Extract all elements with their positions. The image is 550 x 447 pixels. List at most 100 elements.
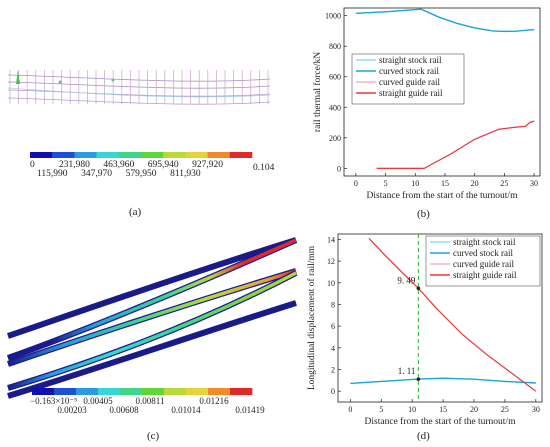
- y-tick-label: 200: [329, 134, 341, 143]
- y-tick-label: 400: [329, 103, 341, 112]
- y-axis-label: Longitudinal displacement of rail/mm: [306, 245, 317, 390]
- mesh-rail-line: [7, 81, 271, 89]
- mesh-node: [111, 78, 115, 82]
- scale-color-step: [164, 388, 187, 395]
- scale-color-step: [142, 388, 165, 395]
- rail-colored-band: [7, 301, 297, 398]
- caption-a: (a): [129, 206, 142, 218]
- legend-entry: straight stock rail: [453, 237, 516, 247]
- y-tick-label: 8: [331, 300, 335, 309]
- series-line-curved-stock-rail: [350, 377, 536, 385]
- y-tick-label: 600: [329, 73, 341, 82]
- scale-color-step: [186, 388, 209, 395]
- annotation-point: [416, 377, 421, 381]
- scale-label: 0.104×10⁷: [253, 163, 275, 173]
- chart-thermal-force: 0 5 10 15 20 25 30 0 200 400 600 800 1000 Distance fr…: [312, 7, 541, 201]
- y-tick-label: 4: [331, 344, 335, 353]
- legend-entry: straight guide rail: [453, 270, 517, 280]
- scale-label: 115,990: [37, 169, 68, 179]
- scale-label: 231,980: [59, 160, 90, 170]
- x-tick-label: 25: [500, 179, 508, 188]
- annotation-label: 1. 11: [398, 366, 416, 376]
- plot-frame: [343, 7, 541, 177]
- x-tick-label: 10: [411, 179, 419, 188]
- caption-c: (c): [147, 430, 160, 442]
- scale-color-step: [141, 152, 164, 158]
- y-tick-label: 800: [329, 42, 341, 51]
- scale-color-step: [208, 388, 231, 395]
- legend-entry: curved stock rail: [379, 66, 439, 76]
- scale-label: 811,930: [170, 169, 201, 179]
- scale-color-step: [229, 152, 253, 158]
- panel-c: −0.163×10⁻⁵ 0.00405 0.00811 0.01216 0.00203 0…: [0, 228, 300, 428]
- legend-box: [351, 53, 465, 105]
- annotation-label: 9. 49: [397, 275, 416, 285]
- x-tick-label: 30: [530, 179, 538, 188]
- scale-label: 347,970: [81, 169, 112, 179]
- scale-label: 0.00811: [136, 396, 165, 406]
- legend-entry: curved stock rail: [453, 248, 513, 258]
- scale-color-step: [98, 388, 121, 395]
- annotation-point: [416, 286, 421, 291]
- mesh-rail-line: [7, 97, 271, 105]
- x-axis-label: Distance from the start of the turnout/m: [365, 416, 517, 427]
- series-line-straight-guide-rail: [376, 120, 535, 169]
- scale-label: 579,950: [126, 169, 157, 179]
- panel-d: 0 5 10 15 20 25 30 0 2 4 6 8 10 12 14 Distance from the…: [300, 228, 550, 428]
- scale-color-step: [230, 388, 253, 395]
- y-tick-label: 6: [331, 322, 335, 331]
- mesh-node: [58, 80, 62, 84]
- y-tick-label: 0: [331, 387, 335, 396]
- x-tick-label: 20: [470, 405, 478, 414]
- y-axis-label: rail thermal force/kN: [312, 52, 323, 132]
- rail-colored-band: [7, 238, 297, 360]
- scale-label: 0.00608: [109, 405, 139, 415]
- scale-color-step: [118, 152, 142, 158]
- x-tick-label: 15: [441, 179, 449, 188]
- scale-label: 0.01216: [199, 396, 229, 406]
- scale-color-step: [185, 152, 208, 158]
- color-scale-labels: −0.163×10⁻⁵ 0.00405 0.00811 0.01216 0.00203 0…: [30, 396, 265, 415]
- x-axis-label: Distance from the start of the turnout/m: [367, 190, 519, 201]
- y-tick-label: 2: [331, 365, 335, 374]
- scale-color-step: [207, 152, 231, 158]
- x-tick-label: 15: [439, 405, 447, 414]
- panel-a: 0 231,980 463,960 695,940 927,920 115,990 347,…: [0, 0, 293, 225]
- chart-longitudinal-displacement: 0 5 10 15 20 25 30 0 2 4 6 8 10 12 14 Distance from the…: [306, 233, 543, 427]
- scale-color-step: [54, 388, 77, 395]
- x-tick-label: 5: [384, 179, 388, 188]
- x-tick-label: 5: [379, 405, 383, 414]
- color-scale-bar: [32, 388, 253, 395]
- scale-color-step: [96, 152, 120, 158]
- legend-entry: curved guide rail: [453, 259, 514, 269]
- y-tick-label: 1000: [325, 12, 341, 21]
- mesh-figure: 0 231,980 463,960 695,940 927,920 115,990 347,…: [7, 70, 293, 179]
- x-tick-label: 25: [501, 405, 509, 414]
- y-tick-label: 0: [337, 164, 341, 173]
- plot-frame: [337, 233, 543, 403]
- scale-label: 0: [30, 160, 35, 170]
- rail-colored-band: [7, 269, 297, 366]
- legend-entry: straight guide rail: [379, 88, 443, 98]
- scale-color-step: [52, 152, 75, 158]
- mesh-rail-line: [7, 87, 271, 98]
- scale-color-step: [163, 152, 186, 158]
- scale-label: 927,920: [192, 160, 223, 170]
- rail-colored-band: [7, 271, 297, 390]
- scale-color-step: [32, 388, 55, 395]
- y-tick-label: 14: [327, 235, 335, 244]
- legend-box: [425, 235, 541, 287]
- caption-d: (d): [417, 430, 430, 442]
- deformed-rails: [6, 237, 298, 399]
- series-line-straight-stock-rail: [350, 377, 536, 384]
- x-tick-label: 20: [471, 179, 479, 188]
- y-tick-label: 10: [327, 279, 335, 288]
- scale-label: 0.01419: [235, 405, 265, 415]
- legend-entry: curved guide rail: [379, 77, 440, 87]
- color-scale-labels: 0 231,980 463,960 695,940 927,920 115,990 347,…: [30, 160, 293, 179]
- scale-label: 0.00203: [57, 405, 87, 415]
- x-tick-label: 10: [408, 405, 416, 414]
- scale-label: 695,940: [148, 160, 179, 170]
